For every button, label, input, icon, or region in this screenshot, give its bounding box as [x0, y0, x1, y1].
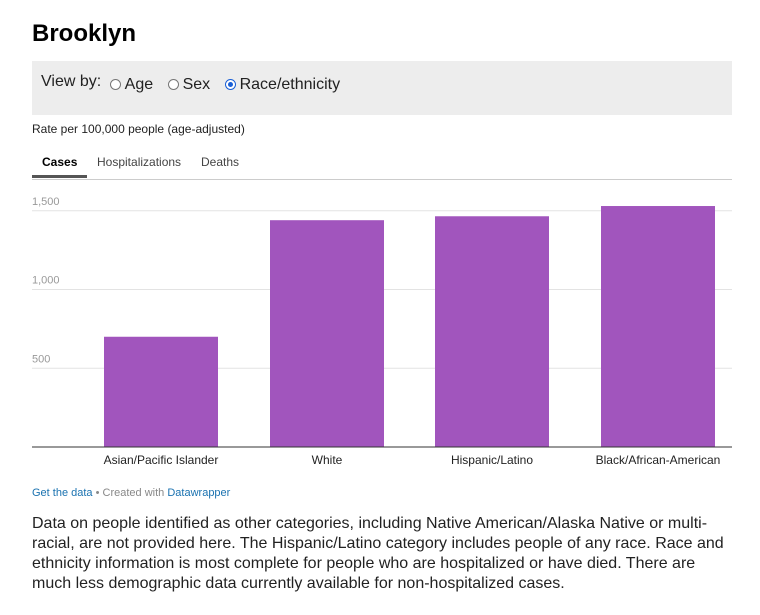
y-tick-label: 1,500: [32, 196, 60, 208]
metric-tabs: Cases Hospitalizations Deaths: [32, 154, 732, 180]
bar: [601, 206, 715, 447]
tab-hospitalizations[interactable]: Hospitalizations: [97, 155, 182, 169]
footer-separator: •: [95, 487, 100, 499]
radio-race-ethnicity[interactable]: [224, 79, 236, 90]
datawrapper-link[interactable]: Datawrapper: [167, 487, 231, 499]
created-with-text: Created with: [102, 487, 165, 499]
view-by-panel: View by: Age Sex Race/ethnicity: [32, 61, 732, 115]
bar: [435, 216, 549, 447]
y-tick-label: 500: [32, 353, 50, 365]
view-by-age-label: Age: [124, 76, 154, 93]
x-tick-label: White: [312, 453, 343, 467]
x-tick-label: Hispanic/Latino: [451, 453, 533, 467]
x-tick-label: Black/African-American: [596, 453, 721, 467]
bar: [104, 336, 218, 447]
x-tick-label: Asian/Pacific Islander: [104, 453, 219, 467]
view-by-race-option[interactable]: Race/ethnicity: [224, 72, 341, 94]
active-tab-indicator: [32, 175, 87, 178]
bar-chart: 500 1,000 1,500 Asian/Pacific Islander White…: [32, 196, 732, 467]
chart-subtitle: Rate per 100,000 people (age-adjusted): [32, 122, 245, 136]
view-by-label: View by:: [41, 73, 102, 90]
y-tick-label: 1,000: [32, 275, 60, 287]
radio-sex[interactable]: [167, 79, 179, 90]
chart-footer: Get the data • Created with Datawrapper: [32, 487, 230, 499]
page-title: Brooklyn: [32, 20, 137, 47]
radio-age[interactable]: [109, 79, 121, 90]
data-note: Data on people identified as other categ…: [32, 515, 724, 592]
view-by-sex-label: Sex: [182, 76, 211, 93]
tab-deaths[interactable]: Deaths: [201, 155, 240, 169]
bar: [270, 220, 384, 447]
view-by-race-label: Race/ethnicity: [239, 76, 341, 93]
tab-cases[interactable]: Cases: [42, 155, 78, 169]
get-data-link[interactable]: Get the data: [32, 487, 93, 499]
view-by-age-option[interactable]: Age: [109, 72, 154, 94]
view-by-sex-option[interactable]: Sex: [167, 72, 211, 94]
